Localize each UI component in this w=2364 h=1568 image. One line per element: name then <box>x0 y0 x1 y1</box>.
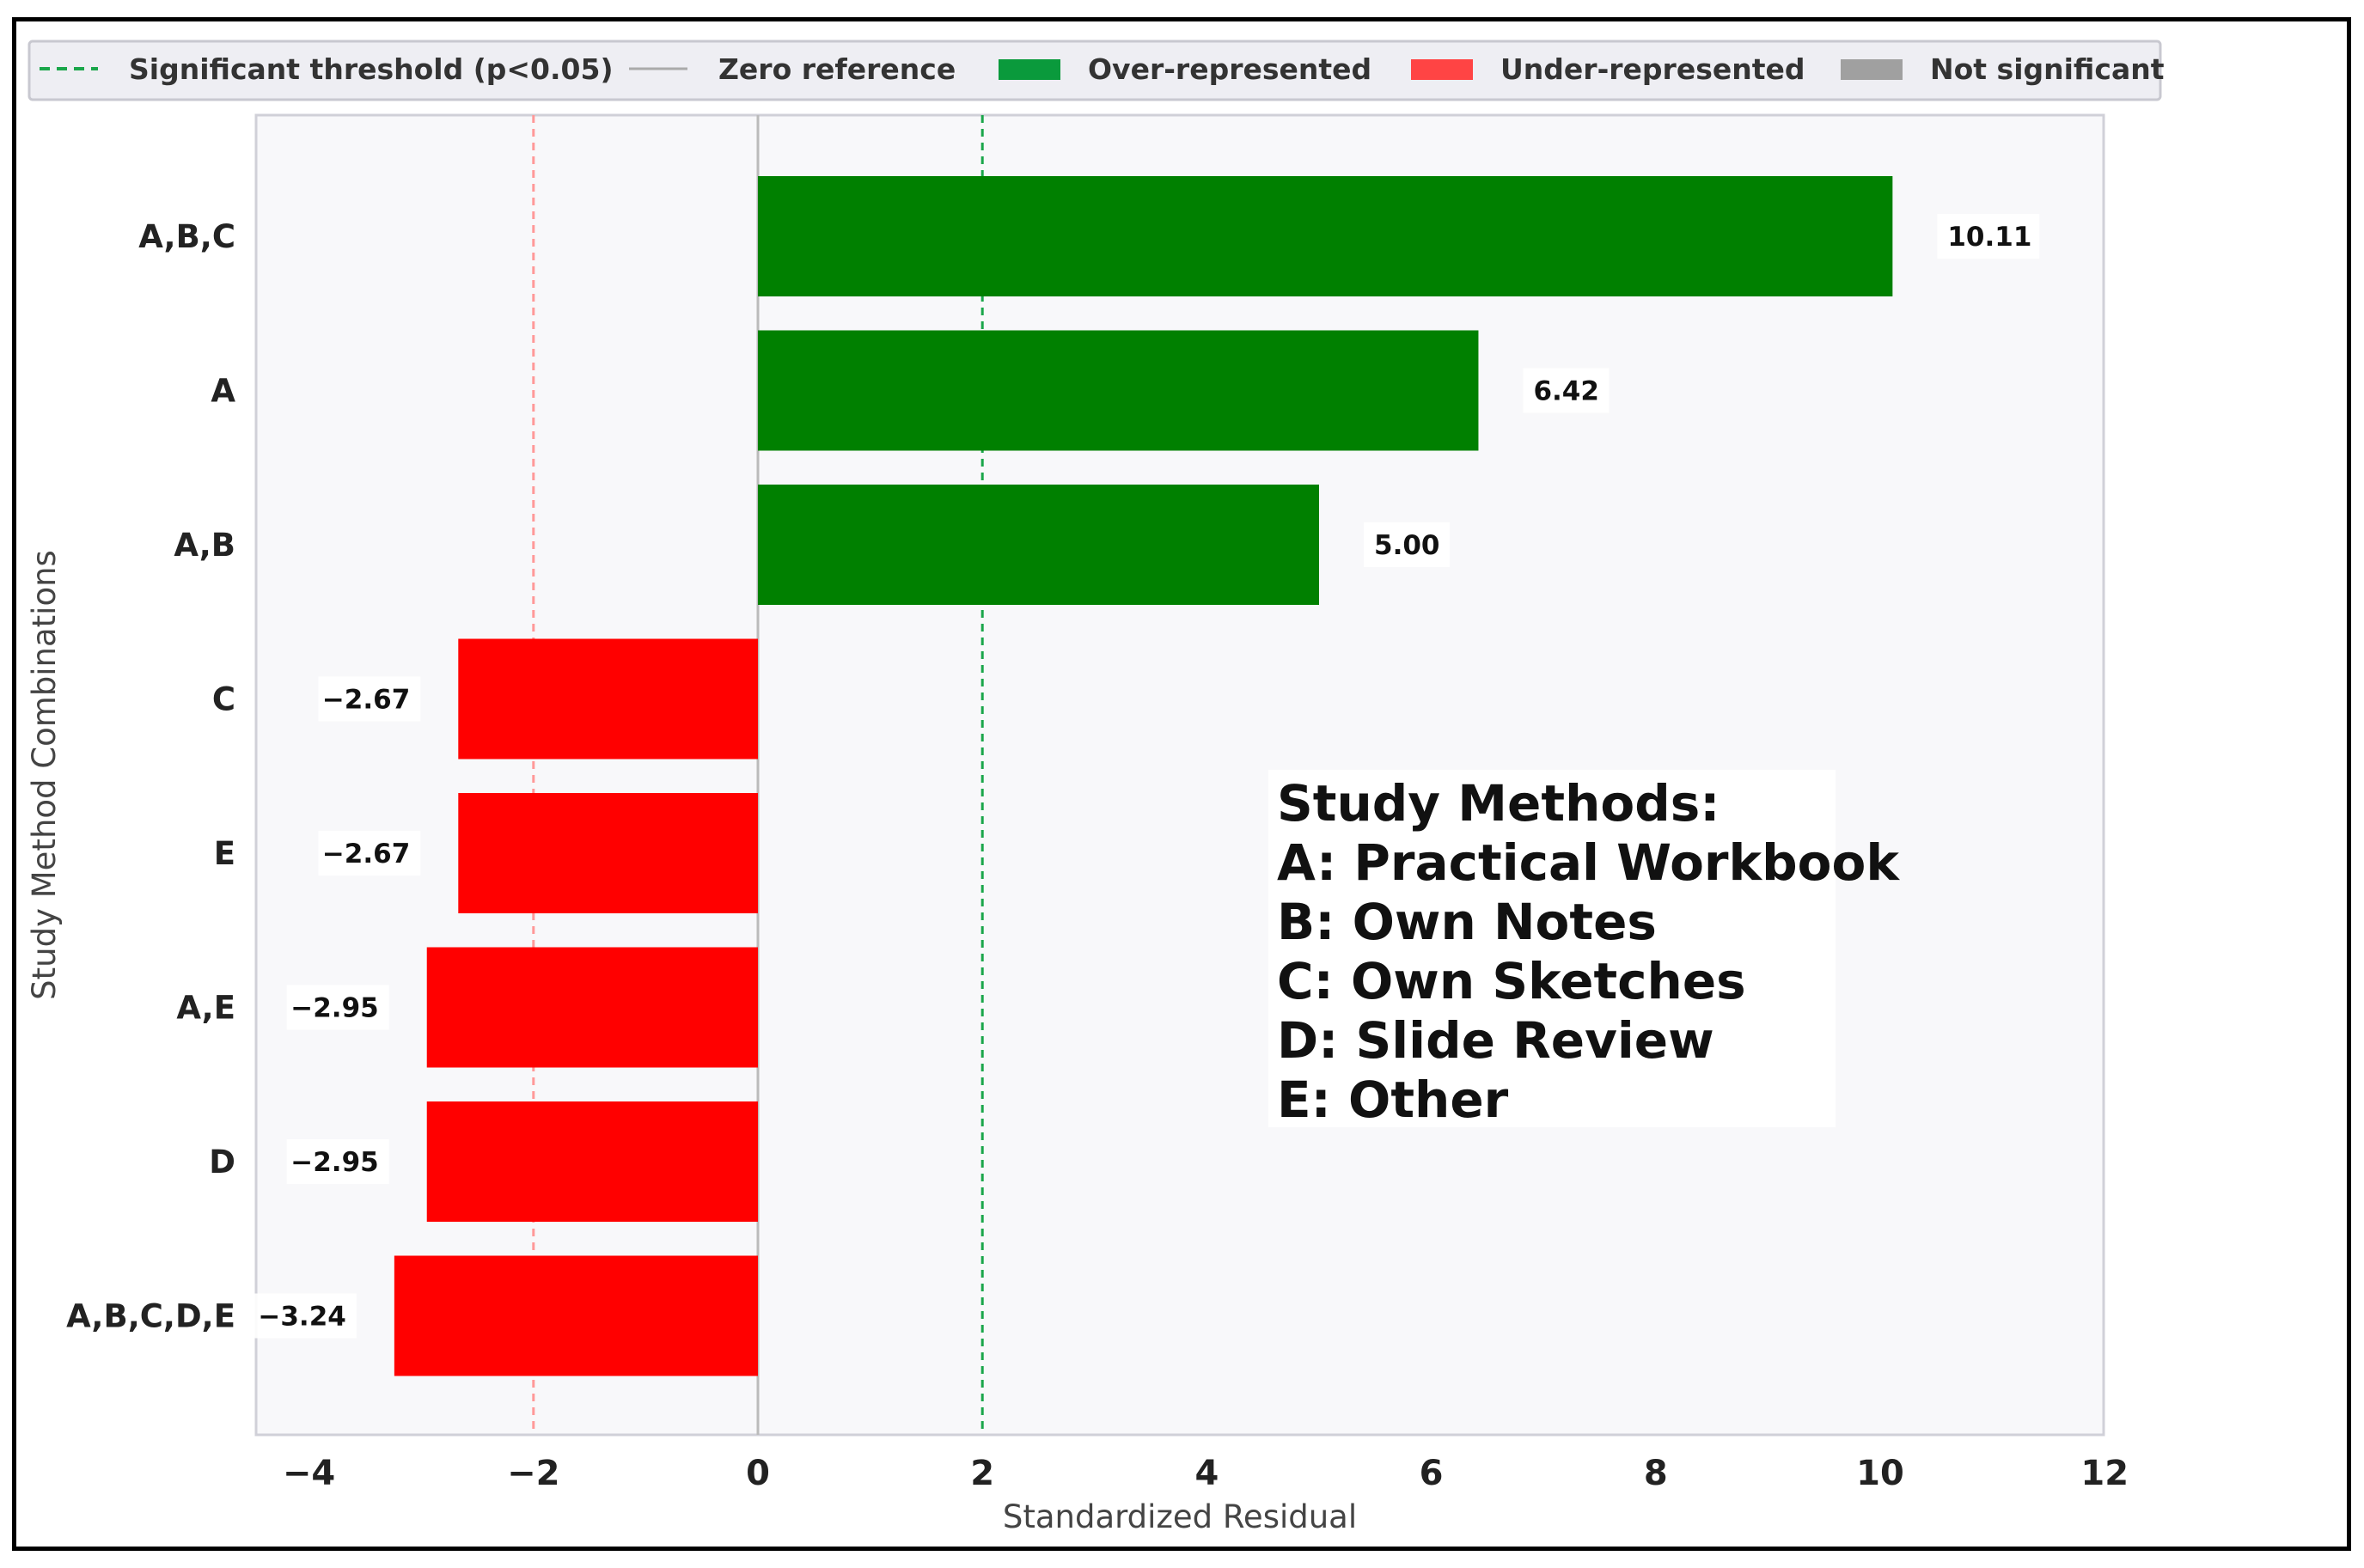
x-tick-label-1: −2 <box>507 1454 559 1493</box>
x-tick-label-7: 10 <box>1856 1454 1904 1493</box>
value-label-box-0 <box>1937 214 2040 259</box>
value-label-box-6 <box>286 1139 389 1184</box>
method-key-line-1: A: Practical Workbook <box>1277 833 1900 892</box>
category-label-7: A,B,C,D,E <box>66 1298 235 1335</box>
legend-label-4: Not significant <box>1930 52 2165 86</box>
bar-1 <box>758 330 1479 451</box>
x-tick-label-3: 2 <box>970 1454 994 1493</box>
method-key-line-5: E: Other <box>1277 1071 1509 1129</box>
x-tick-label-0: −4 <box>283 1454 335 1493</box>
x-axis-label: Standardized Residual <box>1003 1498 1357 1535</box>
category-label-0: A,B,C <box>138 218 235 255</box>
value-label-2: 5.00 <box>1374 530 1440 561</box>
bar-7 <box>394 1255 758 1376</box>
legend-label-1: Zero reference <box>718 52 956 86</box>
value-label-box-4 <box>318 831 421 876</box>
y-axis-label: Study Method Combinations <box>26 550 63 1000</box>
legend-swatch-4 <box>1841 59 1903 80</box>
value-label-0: 10.11 <box>1947 222 2031 253</box>
method-key-line-4: D: Slide Review <box>1277 1011 1714 1070</box>
method-key-box <box>1268 770 1836 1127</box>
category-label-5: A,E <box>176 990 235 1027</box>
value-label-box-1 <box>1523 368 1610 413</box>
value-label-5: −2.95 <box>290 993 378 1024</box>
x-tick-label-8: 12 <box>2080 1454 2129 1493</box>
y-tick-labels: A,B,C A A,B C E A,E D A,B,C,D,E <box>66 218 235 1335</box>
bar-5 <box>426 947 758 1068</box>
x-tick-label-5: 6 <box>1420 1454 1444 1493</box>
category-label-4: E <box>214 835 235 872</box>
category-label-1: A <box>211 373 235 410</box>
bar-3 <box>458 638 758 760</box>
category-label-6: D <box>209 1144 235 1181</box>
legend-label-3: Under-represented <box>1500 52 1805 86</box>
value-labels: 10.11 6.42 5.00 −2.67 −2.67 −2.95 −2.95 −3.24 <box>254 214 2040 1339</box>
legend-label-0: Significant threshold (p<0.05) <box>129 52 614 86</box>
legend-swatch-2 <box>999 59 1060 80</box>
value-label-box-5 <box>286 985 389 1030</box>
value-label-3: −2.67 <box>322 685 410 716</box>
value-label-4: −2.67 <box>322 839 410 869</box>
value-label-box-2 <box>1364 522 1450 567</box>
value-label-1: 6.42 <box>1533 376 1599 407</box>
method-key-line-0: Study Methods: <box>1277 774 1720 833</box>
bar-2 <box>758 485 1319 605</box>
value-label-box-3 <box>318 676 421 722</box>
bar-6 <box>426 1101 758 1222</box>
category-label-2: A,B <box>174 527 235 564</box>
bars <box>394 176 1893 1376</box>
category-label-3: C <box>212 681 235 718</box>
legend-swatch-3 <box>1411 59 1473 80</box>
x-tick-label-2: 0 <box>746 1454 770 1493</box>
value-label-6: −2.95 <box>290 1147 378 1178</box>
x-tick-label-6: 8 <box>1644 1454 1668 1493</box>
method-key-line-3: C: Own Sketches <box>1277 952 1746 1010</box>
value-label-7: −3.24 <box>258 1302 345 1333</box>
bar-0 <box>758 176 1893 296</box>
x-tick-labels: −4 −2 0 2 4 6 8 10 12 <box>283 1454 2129 1493</box>
method-key-line-2: B: Own Notes <box>1277 893 1657 951</box>
legend-label-2: Over-represented <box>1088 52 1371 86</box>
legend: Significant threshold (p<0.05) Zero refer… <box>27 40 2165 101</box>
bar-4 <box>458 793 758 913</box>
legend-box <box>27 40 2162 101</box>
x-tick-label-4: 4 <box>1194 1454 1219 1493</box>
value-label-box-7 <box>254 1293 357 1339</box>
